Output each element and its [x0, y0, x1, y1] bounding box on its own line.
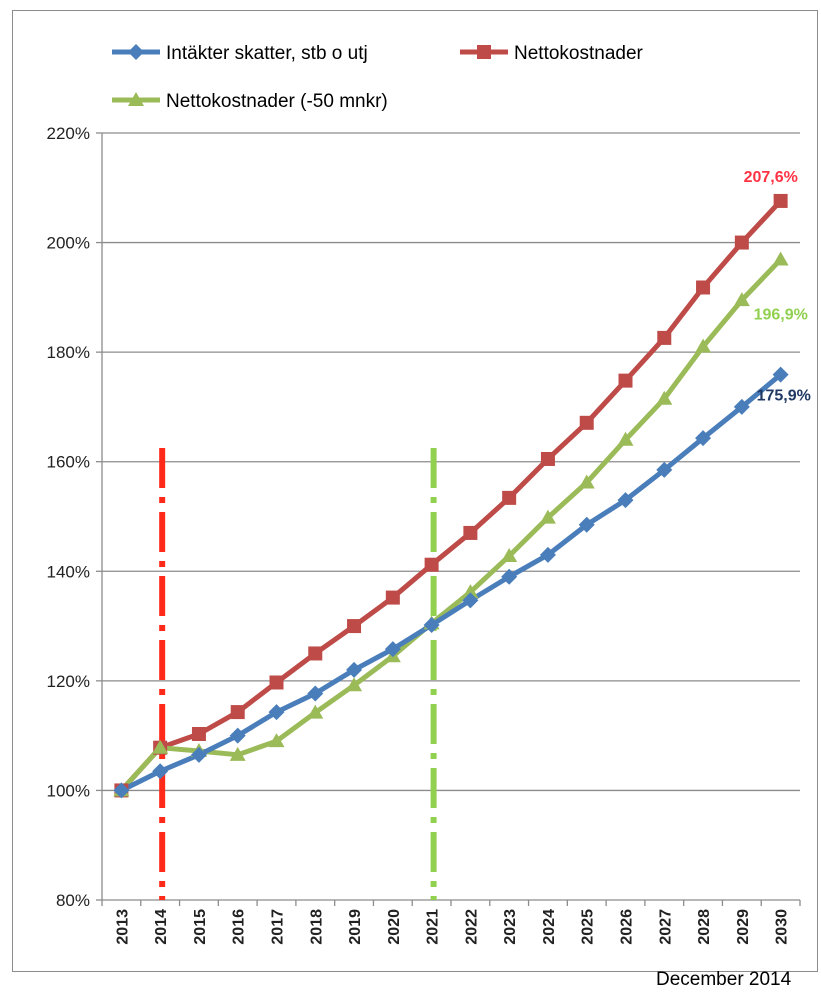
data-point-0 — [656, 461, 673, 478]
x-tick-label: 2029 — [735, 909, 752, 945]
legend-label: Nettokostnader (-50 mnkr) — [166, 91, 388, 112]
x-tick-label: 2017 — [270, 909, 287, 945]
data-point-0 — [113, 782, 130, 799]
data-point-2 — [539, 509, 556, 524]
x-tick-label: 2027 — [657, 909, 674, 945]
x-tick-label: 2019 — [347, 909, 364, 945]
x-tick-label: 2023 — [502, 909, 519, 945]
end-data-label: 196,9% — [754, 307, 808, 324]
legend-marker — [128, 92, 144, 106]
data-point-2 — [152, 739, 169, 754]
data-point-0 — [152, 763, 169, 780]
data-point-1 — [696, 280, 711, 295]
data-point-0 — [190, 746, 207, 763]
x-tick-label: 2025 — [580, 909, 597, 945]
data-point-2 — [346, 677, 363, 692]
legend: Intäkter skatter, stb o utj Nettokostnade… — [112, 43, 644, 112]
data-point-0 — [346, 661, 363, 678]
y-tick-label: 160% — [47, 453, 90, 472]
data-point-2 — [229, 746, 246, 761]
y-tick-label: 80% — [56, 891, 90, 910]
x-tick-label: 2021 — [425, 909, 442, 945]
data-point-0 — [772, 366, 789, 383]
data-point-1 — [502, 490, 517, 505]
end-data-label: 175,9% — [757, 388, 811, 405]
data-point-1 — [540, 451, 555, 466]
x-tick-label: 2018 — [308, 909, 325, 945]
data-point-2 — [307, 704, 324, 719]
legend-marker — [477, 45, 491, 59]
data-point-1 — [463, 525, 478, 540]
y-tick-label: 180% — [47, 343, 90, 362]
x-tick-label: 2026 — [619, 909, 636, 945]
y-tick-label: 200% — [47, 234, 90, 253]
data-point-2 — [501, 547, 518, 562]
legend-label: Intäkter skatter, stb o utj — [166, 43, 368, 64]
x-tick-label: 2030 — [774, 909, 791, 945]
chart-frame — [12, 10, 818, 972]
legend-item-2: Nettokostnader (-50 mnkr) — [112, 91, 388, 112]
data-point-1 — [191, 726, 206, 741]
y-tick-label: 220% — [47, 124, 90, 143]
end-data-label: 207,6% — [744, 169, 798, 186]
data-point-0 — [501, 568, 518, 585]
data-point-0 — [695, 430, 712, 447]
data-point-2 — [733, 292, 750, 307]
data-point-1 — [579, 415, 594, 430]
data-point-2 — [695, 338, 712, 353]
series-lines — [113, 193, 789, 799]
axes: 80% 100% 120% 140% 160% 180% 200% 220% 2013 2014 2… — [47, 124, 801, 945]
gridlines — [102, 132, 800, 792]
data-point-0 — [539, 546, 556, 563]
data-point-1 — [385, 590, 400, 605]
legend-item-0: Intäkter skatter, stb o utj — [112, 43, 368, 64]
y-tick-label: 120% — [47, 672, 90, 691]
data-point-2 — [772, 251, 789, 266]
data-point-0 — [578, 516, 595, 533]
x-tick-label: 2022 — [463, 909, 480, 945]
data-point-0 — [307, 685, 324, 702]
data-point-1 — [618, 373, 633, 388]
data-point-0 — [423, 616, 440, 633]
x-tick-label: 2016 — [231, 909, 248, 945]
data-point-0 — [462, 592, 479, 609]
data-point-2 — [656, 390, 673, 405]
x-tick-label: 2014 — [153, 909, 170, 945]
data-point-1 — [424, 557, 439, 572]
data-point-1 — [230, 705, 245, 720]
series-line-0 — [120, 372, 783, 793]
data-point-2 — [578, 474, 595, 489]
x-tick-label: 2028 — [696, 909, 713, 945]
x-tick-label: 2013 — [114, 909, 131, 945]
data-point-2 — [617, 431, 634, 446]
series-line-2 — [119, 257, 783, 793]
data-point-0 — [733, 398, 750, 415]
data-point-2 — [462, 584, 479, 599]
footer-date: December 2014 — [656, 969, 792, 990]
data-point-0 — [384, 641, 401, 658]
x-tick-label: 2020 — [386, 909, 403, 945]
data-point-1 — [308, 646, 323, 661]
data-point-1 — [773, 193, 788, 208]
x-tick-label: 2015 — [192, 909, 209, 945]
legend-item-1: Nettokostnader — [460, 43, 644, 64]
legend-label: Nettokostnader — [514, 43, 644, 64]
data-point-2 — [268, 733, 285, 748]
data-point-1 — [269, 675, 284, 690]
y-tick-label: 100% — [47, 781, 90, 800]
data-point-1 — [657, 330, 672, 345]
data-point-1 — [347, 619, 362, 634]
legend-marker — [128, 44, 144, 60]
data-labels: 175,9% 207,6% 196,9% — [744, 169, 811, 405]
x-tick-label: 2024 — [541, 909, 558, 945]
data-point-0 — [229, 727, 246, 744]
data-point-1 — [734, 235, 749, 250]
vertical-markers — [159, 448, 437, 900]
series-line-1 — [119, 199, 783, 793]
y-tick-label: 140% — [47, 562, 90, 581]
data-point-0 — [617, 492, 634, 509]
data-point-0 — [268, 704, 285, 721]
